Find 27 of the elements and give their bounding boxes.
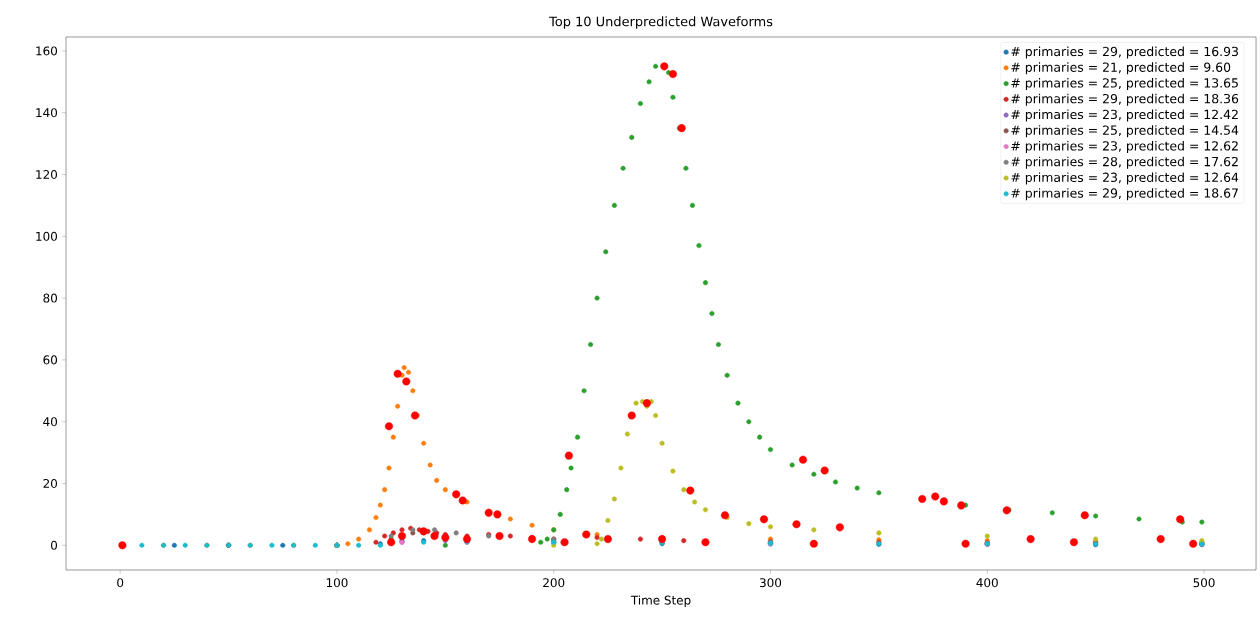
legend-label: # primaries = 29, predicted = 18.67 bbox=[1011, 188, 1238, 201]
x-tick-label: 300 bbox=[759, 578, 782, 588]
x-tick-label: 0 bbox=[117, 578, 124, 588]
y-tick-label: 160 bbox=[36, 46, 58, 56]
legend-label: # primaries = 25, predicted = 14.54 bbox=[1011, 125, 1239, 138]
y-tick-label: 20 bbox=[43, 478, 58, 489]
legend-label: # primaries = 23, predicted = 12.62 bbox=[1011, 140, 1238, 153]
x-tick-label: 100 bbox=[326, 578, 348, 588]
legend-label: # primaries = 29, predicted = 18.36 bbox=[1011, 93, 1239, 106]
y-tick-label: 40 bbox=[43, 417, 58, 427]
legend-label: # primaries = 25, predicted = 13.65 bbox=[1011, 77, 1238, 91]
y-tick-label: 120 bbox=[36, 169, 58, 180]
x-tick-label: 500 bbox=[1193, 578, 1215, 588]
legend-label: # primaries = 23, predicted = 12.64 bbox=[1011, 172, 1239, 185]
y-tick-label: 60 bbox=[43, 355, 58, 365]
legend-label: # primaries = 28, predicted = 17.62 bbox=[1011, 156, 1238, 169]
y-tick-label: 100 bbox=[36, 231, 58, 241]
legend-label: # primaries = 29, predicted = 16.93 bbox=[1011, 46, 1238, 59]
x-tick-label: 200 bbox=[543, 578, 565, 588]
x-tick-label: 400 bbox=[976, 578, 998, 588]
chart-title: Top 10 Underpredicted Waveforms bbox=[549, 16, 773, 29]
y-tick-label: 140 bbox=[36, 108, 58, 118]
legend-label: # primaries = 23, predicted = 12.42 bbox=[1011, 109, 1238, 122]
x-axis-title: Time Step bbox=[630, 595, 691, 607]
y-tick-label: 0 bbox=[50, 540, 58, 550]
y-tick-label: 80 bbox=[43, 293, 58, 303]
legend-label: # primaries = 21, predicted = 9.60 bbox=[1011, 62, 1231, 75]
